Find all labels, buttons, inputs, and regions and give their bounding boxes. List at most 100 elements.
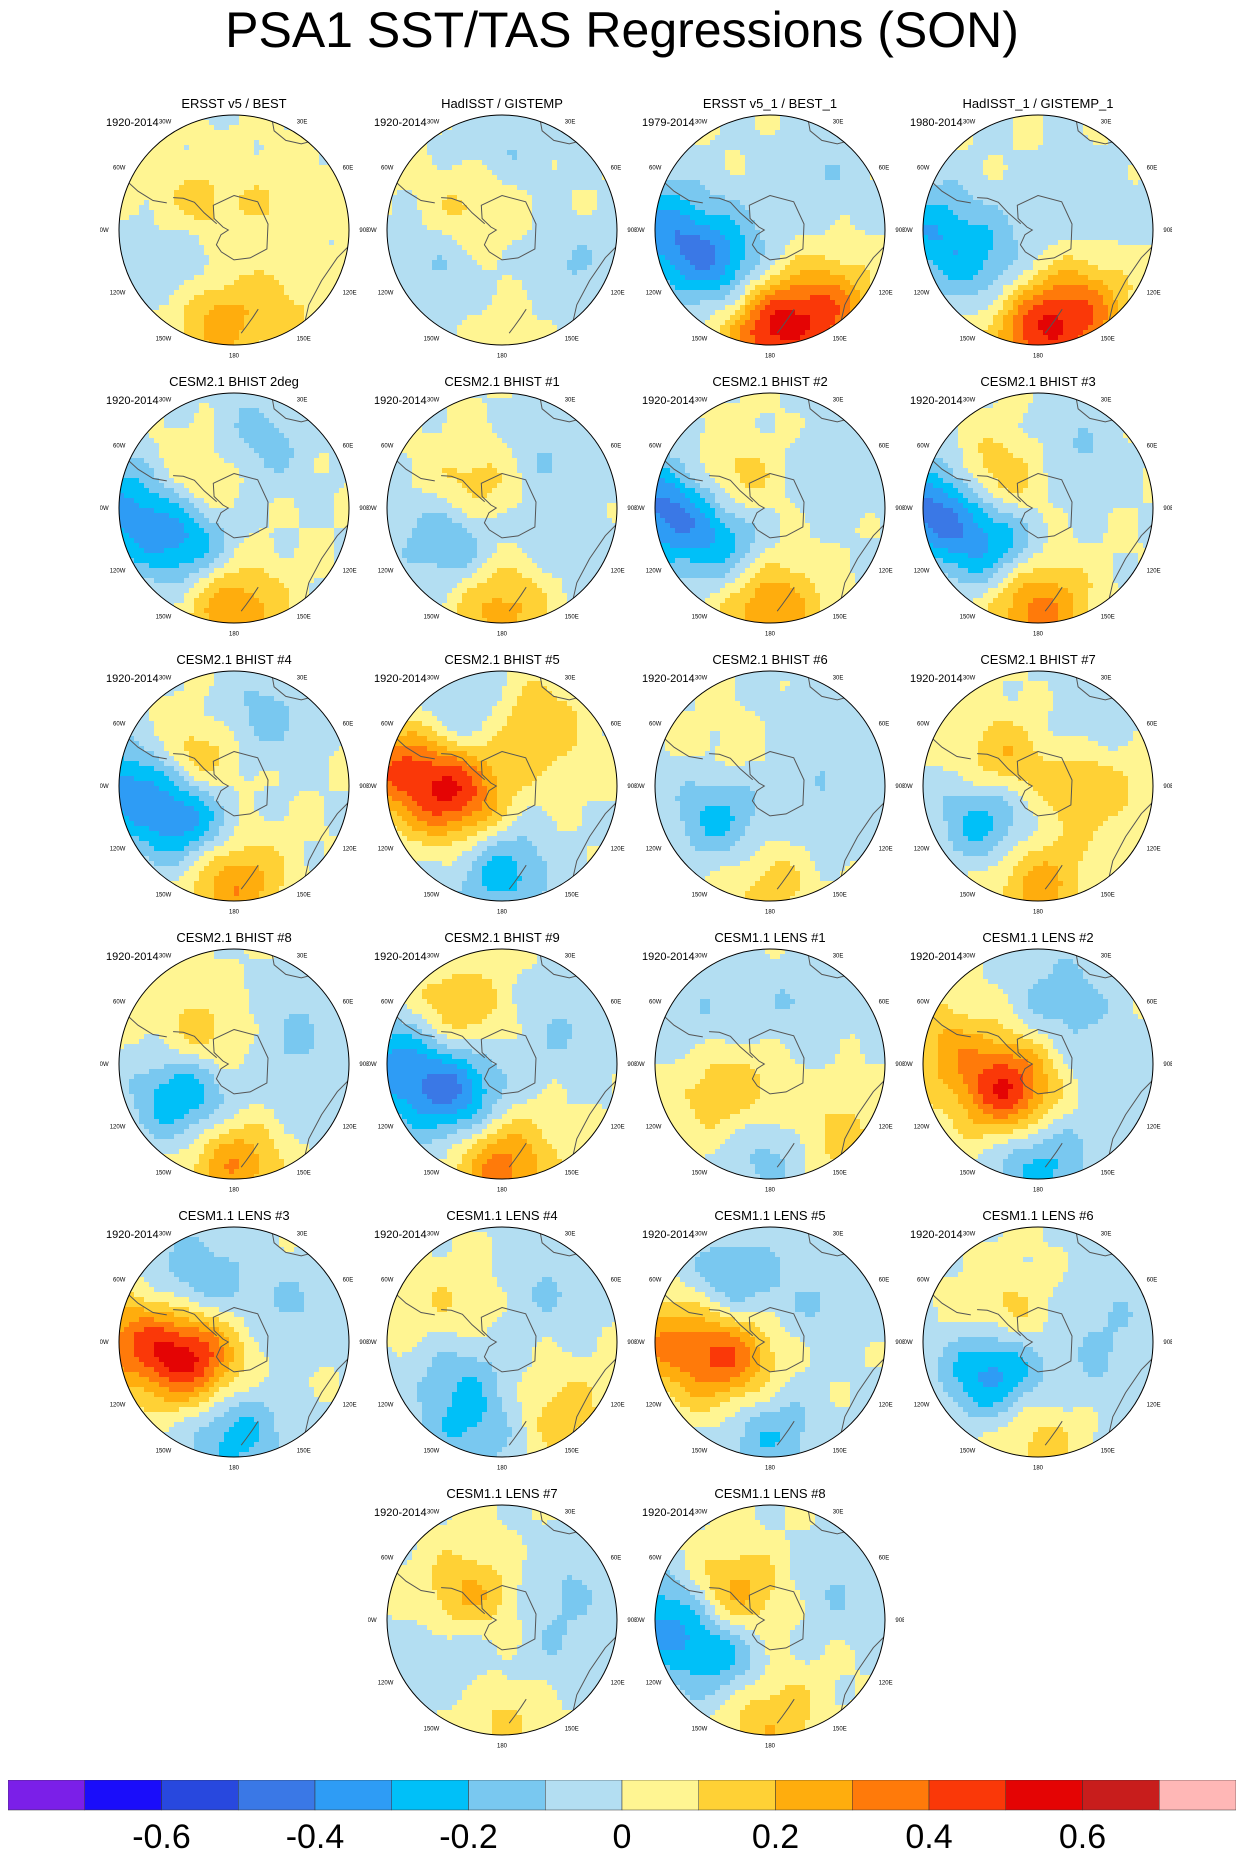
field-cell — [815, 150, 821, 156]
field-cell — [492, 195, 498, 201]
field-cell — [467, 210, 473, 216]
field-cell — [417, 195, 423, 201]
field-cell — [204, 135, 210, 141]
field-cell — [660, 260, 666, 266]
field-cell — [537, 195, 543, 201]
field-cell — [159, 150, 165, 156]
field-cell — [760, 220, 766, 226]
field-cell — [432, 295, 438, 301]
field-cell — [512, 305, 518, 311]
field-cell — [194, 175, 200, 181]
field-cell — [780, 265, 786, 271]
field-cell — [730, 125, 736, 131]
field-cell — [685, 290, 691, 296]
field-cell — [249, 290, 255, 296]
field-cell — [750, 145, 756, 151]
field-cell — [760, 255, 766, 261]
field-cell — [567, 255, 573, 261]
field-cell — [820, 245, 826, 251]
field-cell — [517, 250, 523, 256]
field-cell — [715, 290, 721, 296]
field-cell — [710, 160, 716, 166]
field-cell — [740, 285, 746, 291]
field-cell — [730, 220, 736, 226]
field-cell — [269, 185, 275, 191]
field-cell — [690, 255, 696, 261]
field-cell — [472, 160, 478, 166]
field-cell — [830, 135, 836, 141]
field-cell — [259, 135, 265, 141]
field-cell — [557, 205, 563, 211]
field-cell — [329, 205, 335, 211]
field-cell — [795, 260, 801, 266]
field-cell — [209, 335, 215, 341]
field-cell — [487, 115, 493, 121]
field-cell — [487, 180, 493, 186]
field-cell — [755, 115, 761, 121]
field-cell — [422, 285, 428, 291]
field-cell — [334, 220, 340, 226]
field-cell — [710, 235, 716, 241]
field-cell — [259, 275, 265, 281]
field-cell — [199, 325, 205, 331]
field-cell — [720, 250, 726, 256]
field-cell — [765, 130, 771, 136]
field-cell — [830, 260, 836, 266]
peninsula-coastline — [173, 197, 218, 225]
field-cell — [795, 230, 801, 236]
field-cell — [735, 165, 741, 171]
field-cell — [339, 215, 345, 221]
field-cell — [219, 245, 225, 251]
field-cell — [264, 235, 270, 241]
field-cell — [422, 300, 428, 306]
field-cell — [562, 245, 568, 251]
field-cell — [840, 235, 846, 241]
field-cell — [527, 235, 533, 241]
field-cell — [229, 155, 235, 161]
field-cell — [204, 310, 210, 316]
field-cell — [502, 250, 508, 256]
field-cell — [472, 230, 478, 236]
field-cell — [234, 210, 240, 216]
field-cell — [482, 275, 488, 281]
field-cell — [457, 260, 463, 266]
field-cell — [497, 175, 503, 181]
field-cell — [517, 285, 523, 291]
field-cell — [184, 150, 190, 156]
field-cell — [432, 285, 438, 291]
field-cell — [209, 300, 215, 306]
field-cell — [289, 230, 295, 236]
field-cell — [139, 220, 145, 226]
field-cell — [567, 260, 573, 266]
field-cell — [845, 210, 851, 216]
field-cell — [680, 280, 686, 286]
field-cell — [522, 220, 528, 226]
field-cell — [870, 225, 876, 231]
field-cell — [537, 180, 543, 186]
field-cell — [587, 240, 593, 246]
field-cell — [602, 240, 608, 246]
field-cell — [159, 185, 165, 191]
field-cell — [860, 260, 866, 266]
field-cell — [387, 265, 393, 271]
field-cell — [239, 155, 245, 161]
field-cell — [442, 200, 448, 206]
field-cell — [334, 240, 340, 246]
field-cell — [422, 190, 428, 196]
field-cell — [234, 195, 240, 201]
field-cell — [234, 310, 240, 316]
field-cell — [334, 275, 340, 281]
field-cell — [522, 210, 528, 216]
field-cell — [785, 220, 791, 226]
field-cell — [289, 165, 295, 171]
field-cell — [279, 225, 285, 231]
field-cell — [407, 280, 413, 286]
field-cell — [224, 145, 230, 151]
field-cell — [204, 165, 210, 171]
field-cell — [810, 285, 816, 291]
field-cell — [745, 225, 751, 231]
field-cell — [532, 170, 538, 176]
field-cell — [845, 165, 851, 171]
field-cell — [224, 205, 230, 211]
field-cell — [835, 285, 841, 291]
